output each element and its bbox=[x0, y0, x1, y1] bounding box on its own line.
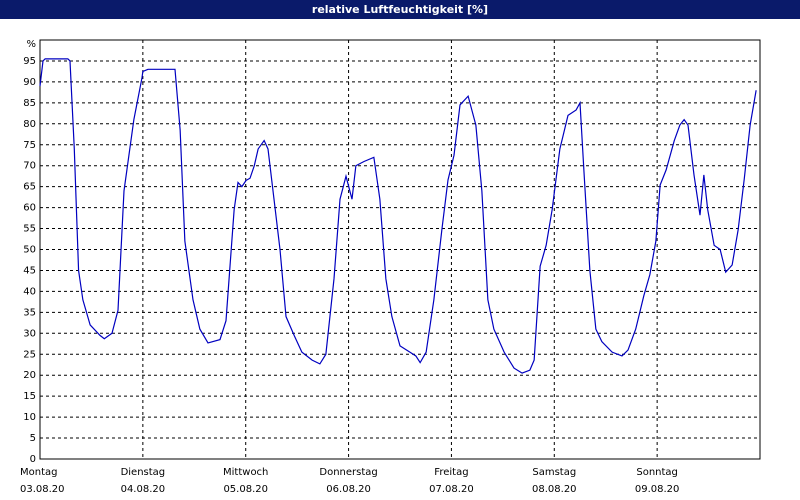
x-tick-date: 06.08.20 bbox=[326, 484, 371, 495]
humidity-line bbox=[39, 58, 757, 374]
y-tick-label: 45 bbox=[23, 265, 36, 276]
y-tick-label: 55 bbox=[23, 224, 36, 235]
y-tick-label: 40 bbox=[23, 286, 36, 297]
y-tick-label: 85 bbox=[23, 98, 36, 109]
x-tick-label: Freitag bbox=[434, 467, 468, 478]
x-tick-date: 07.08.20 bbox=[429, 484, 474, 495]
y-tick-label: 70 bbox=[23, 161, 36, 172]
x-tick-date: 09.08.20 bbox=[635, 484, 680, 495]
y-tick-label: 95 bbox=[23, 56, 36, 67]
y-tick-label: 35 bbox=[23, 307, 36, 318]
y-tick-label: 20 bbox=[23, 370, 36, 381]
title-bar bbox=[0, 0, 800, 19]
plot-border bbox=[39, 39, 761, 460]
x-tick-label: Sonntag bbox=[636, 467, 678, 478]
x-tick-label: Donnerstag bbox=[319, 467, 377, 478]
chart-title: relative Luftfeuchtigkeit [%] bbox=[312, 3, 488, 16]
x-tick-date: 08.08.20 bbox=[532, 484, 577, 495]
y-tick-label: 5 bbox=[30, 433, 36, 444]
x-tick-label: Montag bbox=[20, 467, 57, 478]
x-tick-date: 05.08.20 bbox=[223, 484, 268, 495]
y-tick-label: 0 bbox=[30, 454, 36, 465]
y-tick-label: 15 bbox=[23, 391, 36, 402]
x-tick-label: Dienstag bbox=[121, 467, 166, 478]
x-tick-date: 04.08.20 bbox=[121, 484, 166, 495]
y-tick-label: 60 bbox=[23, 203, 36, 214]
y-axis-label: % bbox=[26, 39, 36, 50]
x-tick-label: Mittwoch bbox=[223, 467, 268, 478]
y-tick-label: 10 bbox=[23, 412, 36, 423]
y-tick-label: 80 bbox=[23, 119, 36, 130]
y-tick-label: 65 bbox=[23, 182, 36, 193]
y-tick-label: 50 bbox=[23, 245, 36, 256]
x-tick-date: 03.08.20 bbox=[20, 484, 65, 495]
y-tick-label: 25 bbox=[23, 349, 36, 360]
y-tick-label: 75 bbox=[23, 140, 36, 151]
x-tick-label: Samstag bbox=[532, 467, 576, 478]
y-tick-label: 90 bbox=[23, 77, 36, 88]
y-tick-label: 30 bbox=[23, 328, 36, 339]
